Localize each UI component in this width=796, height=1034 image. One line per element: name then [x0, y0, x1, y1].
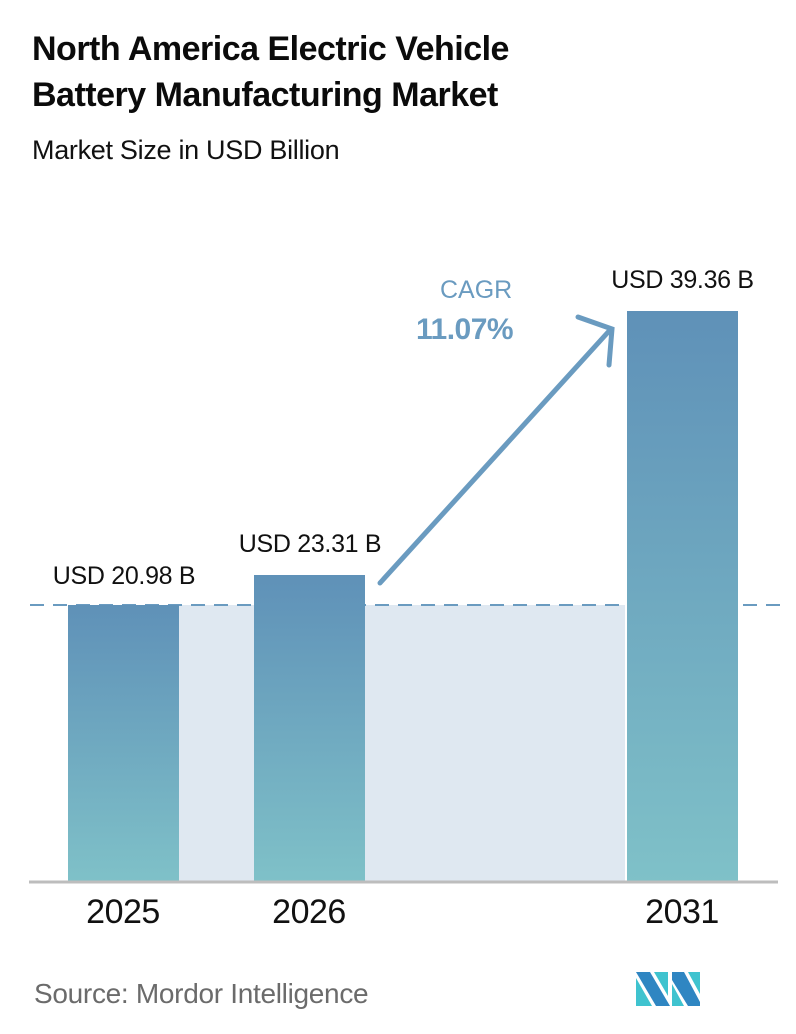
- source-text: Source: Mordor Intelligence: [34, 978, 369, 1009]
- mordor-intelligence-logo-icon: [636, 972, 700, 1006]
- cagr-label: CAGR: [440, 276, 513, 304]
- x-tick-2025: 2025: [86, 893, 160, 931]
- cagr-value: 11.07%: [416, 313, 514, 346]
- bar-2026: [254, 575, 365, 882]
- chart-subtitle: Market Size in USD Billion: [32, 135, 340, 165]
- chart-title-line1: North America Electric Vehicle: [32, 30, 509, 68]
- x-tick-2031: 2031: [645, 893, 719, 931]
- bar-value-label-2025: USD 20.98 B: [52, 562, 196, 590]
- x-tick-2026: 2026: [272, 893, 346, 931]
- chart-title-line2: Battery Manufacturing Market: [32, 76, 498, 114]
- bar-value-label-2031: USD 39.36 B: [611, 266, 754, 294]
- bar-2025: [68, 605, 179, 882]
- bar-2031: [627, 311, 738, 882]
- bar-value-label-2026: USD 23.31 B: [238, 530, 382, 558]
- chart-title: North America Electric Vehicle Battery M…: [32, 26, 772, 118]
- cagr-arrow-icon: [377, 314, 615, 586]
- background-band: [179, 605, 625, 882]
